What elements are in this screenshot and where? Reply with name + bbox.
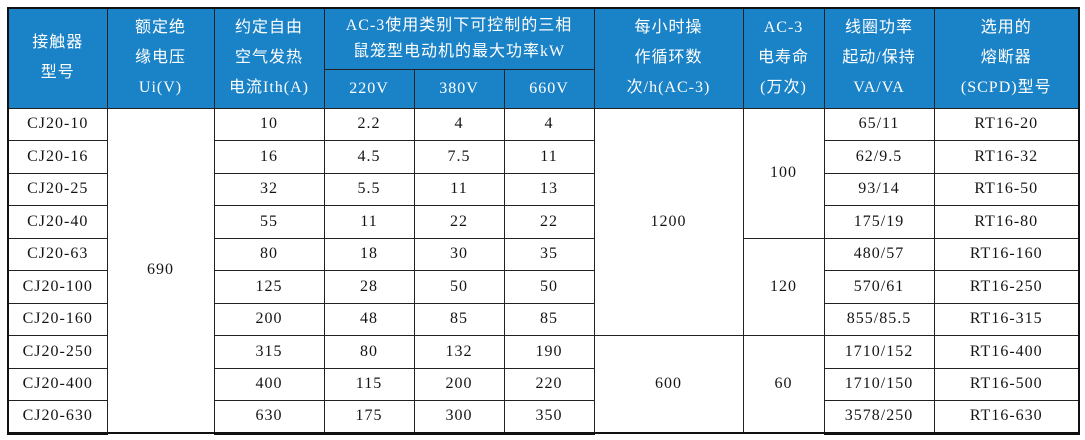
- cell-ith: 125: [213, 270, 325, 304]
- header-380v: 380V: [413, 68, 505, 109]
- cell-electrical-life: 100: [742, 107, 825, 239]
- cell-fuse: RT16-630: [933, 400, 1080, 435]
- cell-power-380v: 4: [413, 107, 505, 141]
- cell-ith: 80: [213, 237, 325, 271]
- cell-model: CJ20-630: [7, 400, 108, 435]
- cell-power-660v: 190: [503, 335, 595, 369]
- header-fuse-type: 选用的 熔断器 (SCPD)型号: [933, 7, 1080, 109]
- header-cycles-per-hour: 每小时操 作循环数 次/h(AC-3): [593, 7, 744, 109]
- cell-power-380v: 22: [413, 205, 505, 239]
- cell-power-660v: 50: [503, 270, 595, 304]
- cell-power-380v: 300: [413, 400, 505, 435]
- cell-power-380v: 50: [413, 270, 505, 304]
- cell-fuse: RT16-250: [933, 270, 1080, 304]
- table-row: CJ20-25 32 5.5 11 13 93/14 RT16-50: [7, 172, 1080, 206]
- cell-power-220v: 5.5: [323, 172, 415, 206]
- cell-power-380v: 11: [413, 172, 505, 206]
- header-coil-power: 线圈功率 起动/保持 VA/VA: [823, 7, 935, 109]
- header-660v: 660V: [503, 68, 595, 109]
- cell-power-220v: 80: [323, 335, 415, 369]
- cell-power-380v: 30: [413, 237, 505, 271]
- cell-model: CJ20-63: [7, 237, 108, 271]
- table-row: CJ20-10 690 10 2.2 4 4 1200 100 65/11 RT…: [7, 107, 1080, 434]
- cell-power-660v: 220: [503, 367, 595, 401]
- cell-power-220v: 18: [323, 237, 415, 271]
- cell-power-220v: 175: [323, 400, 415, 435]
- cell-power-660v: 13: [503, 172, 595, 206]
- cell-power-660v: 85: [503, 302, 595, 336]
- cell-cycles-per-hour: 1200: [593, 107, 744, 336]
- cell-power-660v: 35: [503, 237, 595, 271]
- header-ac3-max-power-group: AC-3使用类别下可控制的三相 鼠笼型电动机的最大功率kW: [323, 7, 595, 70]
- header-rated-insulation-voltage: 额定绝 缘电压 Ui(V): [106, 7, 215, 109]
- cell-ith: 32: [213, 172, 325, 206]
- contactor-spec-table: 接触器 型号 额定绝 缘电压 Ui(V) 约定自由 空气发热 电流Ith(A) …: [7, 7, 1080, 435]
- cell-model: CJ20-16: [7, 140, 108, 174]
- cell-power-380v: 132: [413, 335, 505, 369]
- cell-fuse: RT16-315: [933, 302, 1080, 336]
- cell-power-220v: 115: [323, 367, 415, 401]
- table-row: CJ20-250 315 80 132 190 600 60 1710/152 …: [7, 335, 1080, 434]
- cell-coil-power: 570/61: [823, 270, 935, 304]
- cell-ith: 630: [213, 400, 325, 435]
- cell-power-220v: 2.2: [323, 107, 415, 141]
- cell-power-660v: 11: [503, 140, 595, 174]
- cell-fuse: RT16-400: [933, 335, 1080, 369]
- cell-model: CJ20-400: [7, 367, 108, 401]
- cell-electrical-life: 60: [742, 335, 825, 434]
- cell-ith: 315: [213, 335, 325, 369]
- cell-electrical-life: 120: [742, 237, 825, 336]
- table-row: CJ20-630 630 175 300 350 3578/250 RT16-6…: [7, 400, 1080, 435]
- cell-coil-power: 3578/250: [823, 400, 935, 435]
- cell-ith: 16: [213, 140, 325, 174]
- header-contactor-model: 接触器 型号: [7, 7, 108, 109]
- table-row: CJ20-16 16 4.5 7.5 11 62/9.5 RT16-32: [7, 140, 1080, 174]
- cell-power-220v: 28: [323, 270, 415, 304]
- cell-power-660v: 350: [503, 400, 595, 435]
- cell-coil-power: 855/85.5: [823, 302, 935, 336]
- cell-ith: 400: [213, 367, 325, 401]
- table-row: CJ20-40 55 11 22 22 175/19 RT16-80: [7, 205, 1080, 239]
- cell-power-380v: 85: [413, 302, 505, 336]
- cell-model: CJ20-100: [7, 270, 108, 304]
- table-row: CJ20-100 125 28 50 50 570/61 RT16-250: [7, 270, 1080, 304]
- cell-fuse: RT16-80: [933, 205, 1080, 239]
- cell-fuse: RT16-50: [933, 172, 1080, 206]
- table-row: CJ20-63 80 18 30 35 120 480/57 RT16-160: [7, 237, 1080, 336]
- cell-fuse: RT16-20: [933, 107, 1080, 141]
- cell-coil-power: 175/19: [823, 205, 935, 239]
- cell-power-220v: 48: [323, 302, 415, 336]
- cell-coil-power: 65/11: [823, 107, 935, 141]
- header-ac3-electrical-life: AC-3 电寿命 (万次): [742, 7, 825, 109]
- cell-model: CJ20-25: [7, 172, 108, 206]
- cell-ith: 200: [213, 302, 325, 336]
- cell-power-660v: 22: [503, 205, 595, 239]
- cell-fuse: RT16-160: [933, 237, 1080, 271]
- cell-coil-power: 62/9.5: [823, 140, 935, 174]
- cell-model: CJ20-10: [7, 107, 108, 141]
- cell-model: CJ20-250: [7, 335, 108, 369]
- cell-coil-power: 1710/152: [823, 335, 935, 369]
- cell-fuse: RT16-32: [933, 140, 1080, 174]
- cell-fuse: RT16-500: [933, 367, 1080, 401]
- cell-model: CJ20-40: [7, 205, 108, 239]
- cell-ith: 10: [213, 107, 325, 141]
- cell-coil-power: 1710/150: [823, 367, 935, 401]
- header-220v: 220V: [323, 68, 415, 109]
- cell-ui-rated-voltage: 690: [106, 107, 215, 434]
- cell-power-660v: 4: [503, 107, 595, 141]
- cell-cycles-per-hour: 600: [593, 335, 744, 434]
- cell-power-380v: 200: [413, 367, 505, 401]
- cell-coil-power: 480/57: [823, 237, 935, 271]
- header-thermal-current: 约定自由 空气发热 电流Ith(A): [213, 7, 325, 109]
- cell-power-380v: 7.5: [413, 140, 505, 174]
- cell-model: CJ20-160: [7, 302, 108, 336]
- cell-power-220v: 4.5: [323, 140, 415, 174]
- cell-power-220v: 11: [323, 205, 415, 239]
- cell-ith: 55: [213, 205, 325, 239]
- cell-coil-power: 93/14: [823, 172, 935, 206]
- table-row: CJ20-400 400 115 200 220 1710/150 RT16-5…: [7, 367, 1080, 401]
